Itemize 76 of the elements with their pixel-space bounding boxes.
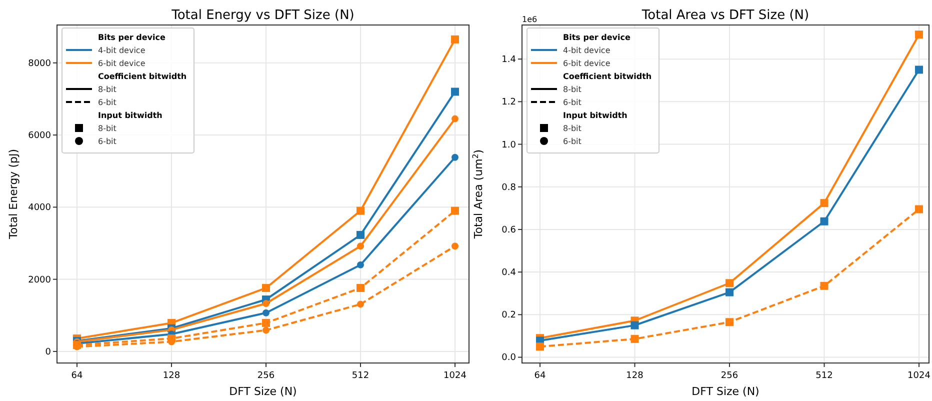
point: [356, 284, 364, 292]
point: [356, 206, 364, 215]
y-tick-label: 0: [45, 347, 52, 358]
point: [451, 35, 459, 44]
point: [915, 205, 923, 214]
point: [726, 318, 734, 326]
x-tick-label: 256: [257, 371, 275, 381]
annotation: Input bitwidth: [98, 111, 163, 120]
point: [262, 309, 270, 316]
y-tick-label: 1.4: [502, 55, 516, 66]
point: [357, 300, 364, 308]
y-tick-label: 1.0: [502, 140, 516, 150]
y-axis-title: Total Energy (pJ): [7, 148, 20, 240]
annotation: Input bitwidth: [563, 111, 628, 120]
annotation: 6-bit device: [563, 59, 610, 68]
x-tick-label: 64: [534, 371, 546, 381]
point: [726, 279, 734, 288]
annotation: Bits per device: [98, 33, 166, 42]
point: [630, 334, 639, 343]
x-tick-label: 512: [816, 371, 833, 381]
annotation: 8-bit: [98, 124, 116, 133]
x-axis-title: DFT Size (N): [229, 385, 297, 398]
annotation: Bits per device: [563, 33, 631, 42]
x-tick-label: 1024: [908, 371, 931, 381]
text: 1e6: [522, 15, 538, 24]
annotation: 6-bit device: [98, 59, 146, 68]
point: [262, 318, 270, 327]
x-tick-label: 128: [162, 371, 180, 381]
y-tick-label: 0.2: [502, 310, 516, 321]
x-axis-title: DFT Size (N): [692, 385, 760, 398]
x-tick-label: 128: [626, 371, 644, 381]
y-tick-label: 8000: [28, 58, 52, 69]
annotation: 6-bit: [98, 137, 116, 146]
chart-title: Total Area vs DFT Size (N): [640, 8, 810, 23]
x-tick-label: 512: [352, 371, 370, 381]
point: [452, 115, 458, 122]
point: [820, 217, 828, 226]
annotation: 8-bit: [563, 124, 582, 133]
point: [451, 88, 459, 96]
x-tick-label: 64: [71, 371, 83, 381]
point: [357, 242, 364, 250]
point: [262, 326, 270, 334]
point: [357, 261, 364, 268]
annotation: 6-bit: [563, 98, 582, 107]
y-tick-label: 0.8: [502, 182, 516, 193]
y-tick-label: 4000: [28, 203, 52, 214]
annotation: 8-bit: [563, 85, 582, 94]
annotation: 4-bit device: [98, 46, 146, 55]
y-tick-label: 2000: [28, 275, 52, 286]
point: [452, 154, 458, 161]
point: [356, 230, 364, 239]
point: [820, 199, 828, 208]
y-tick-label: 6000: [28, 131, 52, 142]
chart-title: Total Energy vs DFT Size (N): [170, 8, 354, 23]
point: [451, 206, 459, 215]
annotation: Coefficient bitwidth: [563, 72, 652, 81]
x-tick-label: 1024: [444, 371, 467, 381]
y-tick-label: 0.0: [502, 353, 516, 364]
point: [536, 342, 544, 351]
y-tick-label: 0.6: [502, 225, 516, 236]
annotation: 6-bit: [563, 137, 582, 146]
point: [630, 321, 639, 330]
point: [262, 300, 270, 307]
y-tick-label: 1.2: [502, 98, 516, 108]
point: [726, 288, 734, 296]
point: [915, 30, 923, 39]
annotation: 6-bit: [98, 98, 116, 107]
point: [262, 284, 270, 292]
point: [820, 282, 828, 290]
annotation: 8-bit: [98, 85, 116, 94]
annotation: Coefficient bitwidth: [98, 72, 187, 81]
point: [452, 242, 458, 250]
x-tick-label: 256: [720, 371, 738, 381]
y-tick-label: 0.4: [502, 268, 516, 278]
point: [915, 66, 923, 74]
annotation: 4-bit device: [563, 46, 610, 55]
